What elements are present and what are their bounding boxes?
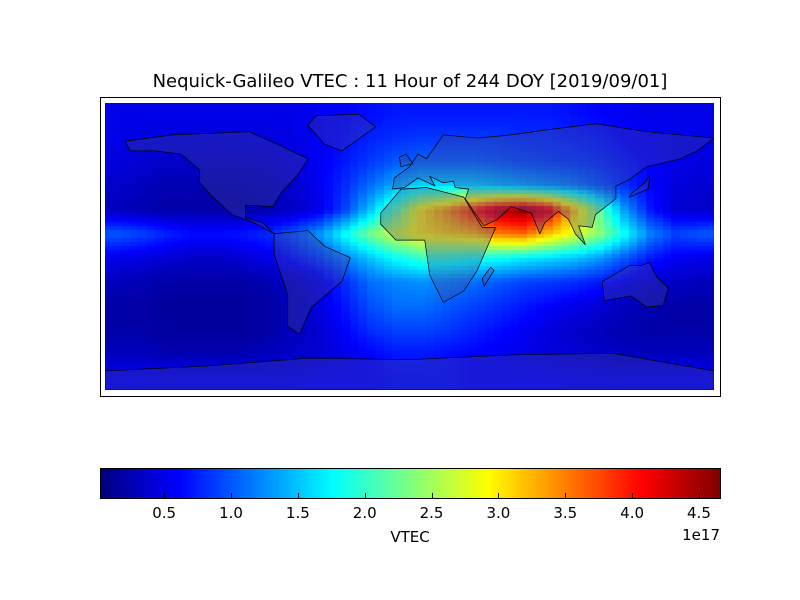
landmass-britain <box>398 153 414 168</box>
coastlines-layer <box>105 113 714 390</box>
colorbar-tick-label: 2.5 <box>419 504 444 522</box>
colorbar-tick-label: 4.0 <box>620 504 645 522</box>
landmass-eurasia <box>392 123 714 246</box>
landmass-japan <box>628 175 651 198</box>
landmass-australia <box>601 262 669 308</box>
colorbar-tick-mark <box>364 493 366 498</box>
colorbar-tick-mark <box>498 493 500 498</box>
colorbar <box>100 468 721 499</box>
colorbar-tick-label: 4.5 <box>687 504 711 522</box>
landmass-north-america <box>124 131 309 235</box>
landmass-antarctica <box>105 352 714 390</box>
colorbar-tick-mark <box>632 493 634 498</box>
colorbar-label: VTEC <box>390 528 430 546</box>
landmass-madagascar <box>481 266 495 288</box>
colorbar-tick-label: 0.5 <box>152 504 177 522</box>
colorbar-tick-label: 3.0 <box>486 504 511 522</box>
colorbar-tick-mark <box>431 493 433 498</box>
colorbar-tick-label: 3.5 <box>553 504 578 522</box>
vtec-heatmap <box>105 103 714 390</box>
colorbar-tick-mark <box>231 493 233 498</box>
colorbar-tick-label: 1.5 <box>285 504 310 522</box>
colorbar-exponent: 1e17 <box>682 526 720 544</box>
colorbar-tick-mark <box>698 493 700 498</box>
chart-title: Nequick-Galileo VTEC : 11 Hour of 244 DO… <box>152 71 668 92</box>
colorbar-tick-mark <box>565 493 567 498</box>
colorbar-tick-mark <box>297 493 299 498</box>
landmass-south-america <box>273 230 351 335</box>
landmass-africa <box>380 187 497 303</box>
colorbar-tick-label: 2.0 <box>352 504 377 522</box>
colorbar-tick-label: 1.0 <box>219 504 243 522</box>
colorbar-tick-mark <box>164 493 166 498</box>
landmass-greenland <box>307 113 377 152</box>
